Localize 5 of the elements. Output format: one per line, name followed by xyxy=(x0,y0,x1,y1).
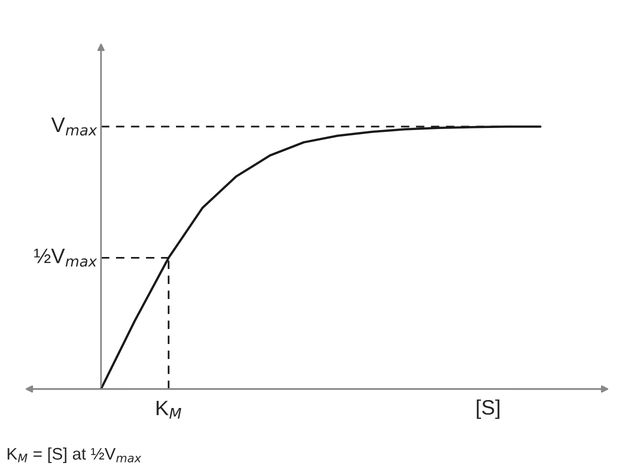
text: K$_{M}$ xyxy=(156,400,182,419)
x-axis-title: [S] xyxy=(476,399,500,419)
ref-line-label: ½V$_{max}$ xyxy=(34,248,98,267)
ref-line-label: V$_{max}$ xyxy=(51,118,98,136)
text: K$_{M}$ = [S] at ½V$_{max}$ xyxy=(8,447,142,463)
